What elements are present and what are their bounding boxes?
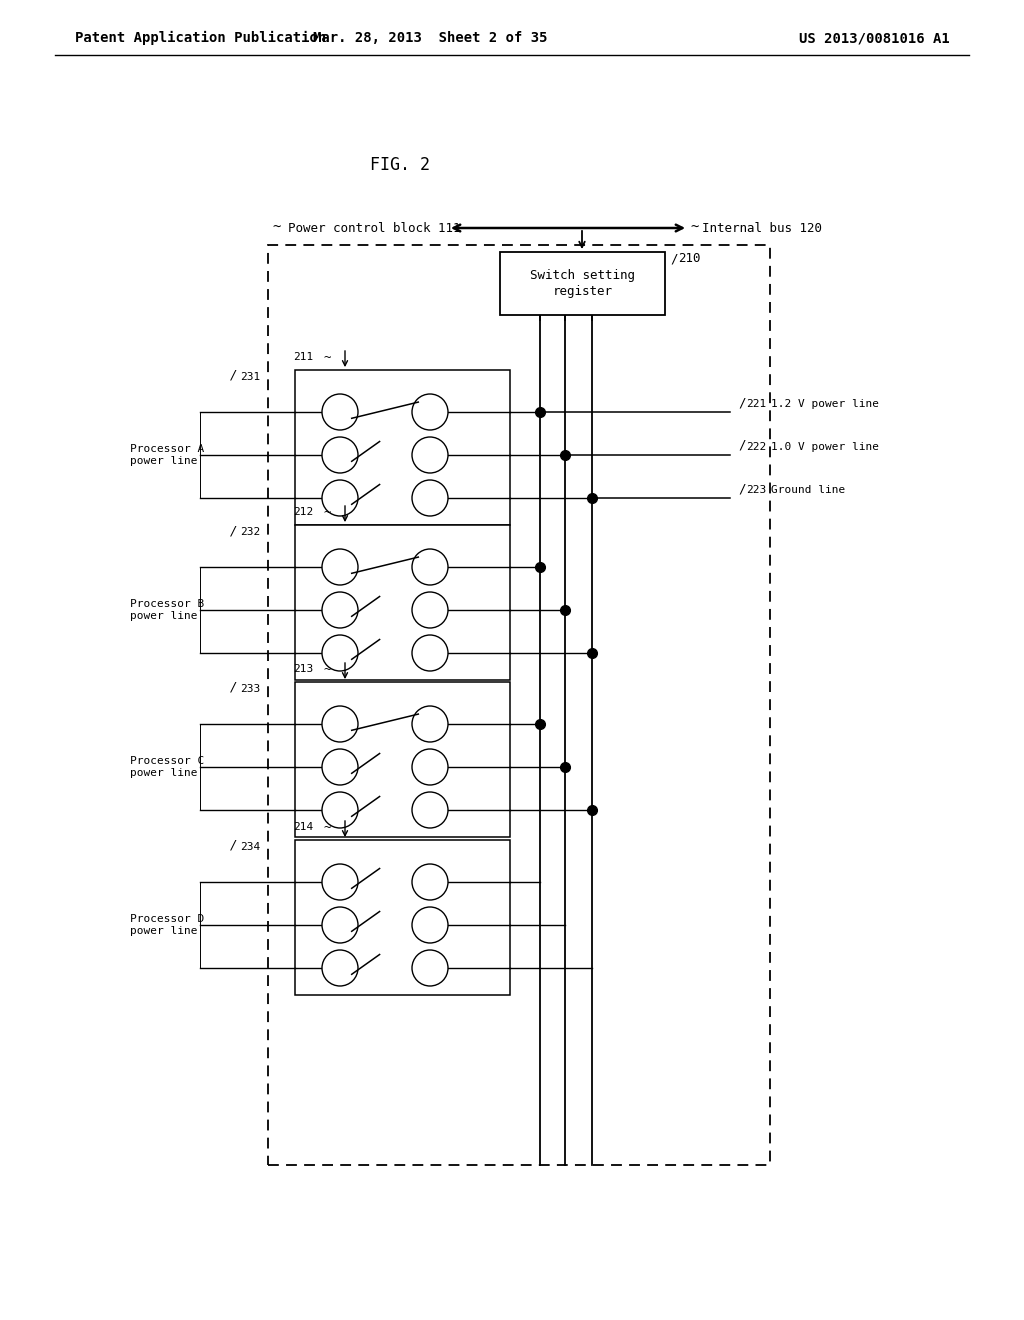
Text: /: / — [670, 252, 678, 265]
Text: Switch setting
register: Switch setting register — [530, 269, 635, 297]
Text: 231: 231 — [240, 372, 260, 381]
Text: 221: 221 — [746, 399, 766, 409]
Text: ~: ~ — [323, 821, 331, 834]
Circle shape — [322, 635, 358, 671]
Text: US 2013/0081016 A1: US 2013/0081016 A1 — [800, 30, 950, 45]
Text: /: / — [230, 840, 238, 851]
Circle shape — [322, 950, 358, 986]
Text: 222: 222 — [746, 442, 766, 451]
Text: /: / — [230, 524, 238, 537]
Text: Ground line: Ground line — [771, 484, 845, 495]
Text: 233: 233 — [240, 684, 260, 694]
Text: Processor A
power line: Processor A power line — [130, 445, 204, 466]
Text: Processor B
power line: Processor B power line — [130, 599, 204, 620]
Text: 212: 212 — [293, 507, 313, 517]
Text: Patent Application Publication: Patent Application Publication — [75, 30, 327, 45]
FancyBboxPatch shape — [295, 840, 510, 995]
Text: 213: 213 — [293, 664, 313, 675]
Text: Processor D
power line: Processor D power line — [130, 915, 204, 936]
FancyBboxPatch shape — [500, 252, 665, 315]
Circle shape — [322, 706, 358, 742]
Text: ~: ~ — [323, 506, 331, 519]
Circle shape — [322, 393, 358, 430]
Circle shape — [412, 591, 449, 628]
Circle shape — [322, 907, 358, 942]
Text: 223: 223 — [746, 484, 766, 495]
FancyBboxPatch shape — [295, 682, 510, 837]
Text: Mar. 28, 2013  Sheet 2 of 35: Mar. 28, 2013 Sheet 2 of 35 — [312, 30, 547, 45]
Text: ~: ~ — [272, 220, 281, 235]
Circle shape — [322, 865, 358, 900]
Circle shape — [412, 437, 449, 473]
Circle shape — [412, 792, 449, 828]
Circle shape — [412, 635, 449, 671]
Circle shape — [412, 865, 449, 900]
Circle shape — [322, 480, 358, 516]
FancyBboxPatch shape — [295, 525, 510, 680]
FancyBboxPatch shape — [295, 370, 510, 525]
Text: 210: 210 — [678, 252, 700, 265]
Text: 1.2 V power line: 1.2 V power line — [771, 399, 879, 409]
Circle shape — [412, 907, 449, 942]
Circle shape — [322, 437, 358, 473]
Circle shape — [322, 792, 358, 828]
Circle shape — [322, 549, 358, 585]
Circle shape — [412, 706, 449, 742]
Text: Power control block 111: Power control block 111 — [288, 222, 461, 235]
Text: 211: 211 — [293, 352, 313, 362]
Text: /: / — [738, 482, 745, 495]
Text: ~: ~ — [323, 663, 331, 676]
Text: FIG. 2: FIG. 2 — [370, 156, 430, 174]
Text: /: / — [738, 440, 745, 451]
Text: 1.0 V power line: 1.0 V power line — [771, 442, 879, 451]
Text: 214: 214 — [293, 822, 313, 832]
Text: /: / — [738, 396, 745, 409]
Text: ~: ~ — [690, 220, 698, 235]
Circle shape — [322, 748, 358, 785]
Text: ~: ~ — [323, 351, 331, 364]
Text: /: / — [230, 370, 238, 381]
Circle shape — [412, 549, 449, 585]
Text: Internal bus 120: Internal bus 120 — [702, 222, 822, 235]
Text: Processor C
power line: Processor C power line — [130, 756, 204, 777]
Circle shape — [322, 591, 358, 628]
Circle shape — [412, 748, 449, 785]
Circle shape — [412, 393, 449, 430]
Circle shape — [412, 480, 449, 516]
Text: 232: 232 — [240, 527, 260, 537]
Text: 234: 234 — [240, 842, 260, 851]
Circle shape — [412, 950, 449, 986]
Text: /: / — [230, 681, 238, 694]
